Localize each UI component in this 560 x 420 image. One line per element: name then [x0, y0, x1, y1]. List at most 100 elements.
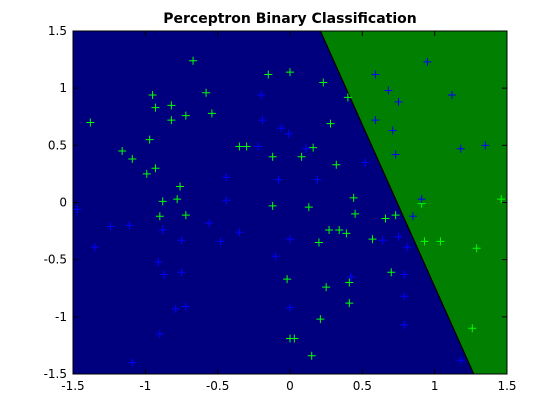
point — [158, 197, 167, 206]
point — [258, 116, 267, 125]
y-tick-label: 1.5 — [48, 24, 67, 38]
x-tick-label: -1.5 — [61, 379, 84, 393]
point — [106, 222, 115, 231]
point — [343, 93, 352, 102]
point — [222, 173, 231, 182]
point — [125, 221, 134, 230]
point — [268, 201, 277, 210]
point — [173, 195, 182, 204]
point — [222, 196, 231, 205]
point — [368, 235, 377, 244]
point — [472, 244, 481, 253]
point — [160, 270, 169, 279]
point — [142, 169, 151, 178]
point — [235, 142, 244, 151]
point — [271, 252, 280, 261]
point — [181, 211, 190, 220]
point — [286, 235, 294, 244]
point — [216, 237, 225, 246]
point — [436, 237, 445, 246]
point — [322, 283, 331, 292]
point — [417, 195, 426, 204]
x-tick-label: 1 — [431, 379, 439, 393]
point — [176, 182, 185, 191]
x-tick-label: -1 — [139, 379, 151, 393]
decision-boundary — [319, 30, 475, 375]
point — [128, 358, 137, 367]
x-tick-label: 1.5 — [497, 379, 516, 393]
point — [284, 129, 293, 138]
point — [274, 175, 283, 184]
point — [90, 243, 99, 252]
point — [391, 150, 400, 159]
point — [345, 278, 354, 287]
point — [148, 91, 157, 100]
point — [391, 211, 400, 220]
point — [309, 143, 318, 152]
point — [456, 144, 465, 153]
point — [345, 299, 354, 308]
point — [264, 70, 273, 79]
point — [307, 351, 316, 360]
x-tick-label: 0 — [286, 379, 294, 393]
point — [297, 152, 306, 161]
point — [151, 164, 160, 173]
point — [158, 225, 167, 234]
point — [403, 243, 412, 252]
point — [378, 236, 387, 245]
y-tick-label: -0.5 — [44, 253, 67, 267]
chart-title: Perceptron Binary Classification — [163, 11, 417, 27]
point — [314, 238, 323, 247]
point — [128, 155, 137, 164]
point — [349, 193, 358, 202]
point — [177, 236, 186, 245]
point — [420, 237, 429, 246]
point — [481, 141, 490, 150]
point — [155, 212, 164, 221]
y-tick-label: -1.5 — [44, 367, 67, 381]
point — [268, 152, 277, 161]
point — [118, 147, 127, 156]
point — [316, 315, 325, 324]
point — [456, 356, 465, 365]
point — [326, 119, 335, 128]
point — [235, 228, 244, 237]
point — [181, 111, 190, 120]
point — [497, 195, 506, 204]
point — [73, 205, 82, 214]
point — [177, 268, 186, 277]
y-tick-label: 0 — [59, 196, 67, 210]
point — [371, 116, 380, 125]
point — [335, 225, 344, 234]
point — [332, 160, 341, 169]
point — [189, 56, 198, 65]
point — [371, 70, 380, 79]
point — [301, 144, 310, 153]
point — [86, 118, 95, 127]
point — [342, 229, 351, 238]
point — [313, 175, 322, 184]
point — [286, 68, 294, 77]
point — [202, 88, 211, 97]
point — [468, 324, 477, 333]
point — [290, 334, 299, 343]
y-tick-label: 1 — [59, 81, 67, 95]
point — [394, 232, 403, 241]
point — [154, 257, 163, 266]
point — [423, 57, 432, 66]
point — [394, 97, 403, 106]
point — [408, 212, 417, 221]
point — [242, 142, 251, 151]
point — [388, 126, 397, 135]
point — [167, 116, 176, 125]
point — [257, 91, 266, 100]
points — [73, 56, 506, 367]
point — [384, 86, 393, 95]
point — [204, 219, 213, 228]
point — [254, 142, 263, 151]
region-class-1 — [73, 31, 474, 374]
point — [151, 103, 160, 112]
y-tick-label: -1 — [55, 310, 67, 324]
point — [448, 91, 457, 100]
point — [167, 101, 176, 110]
